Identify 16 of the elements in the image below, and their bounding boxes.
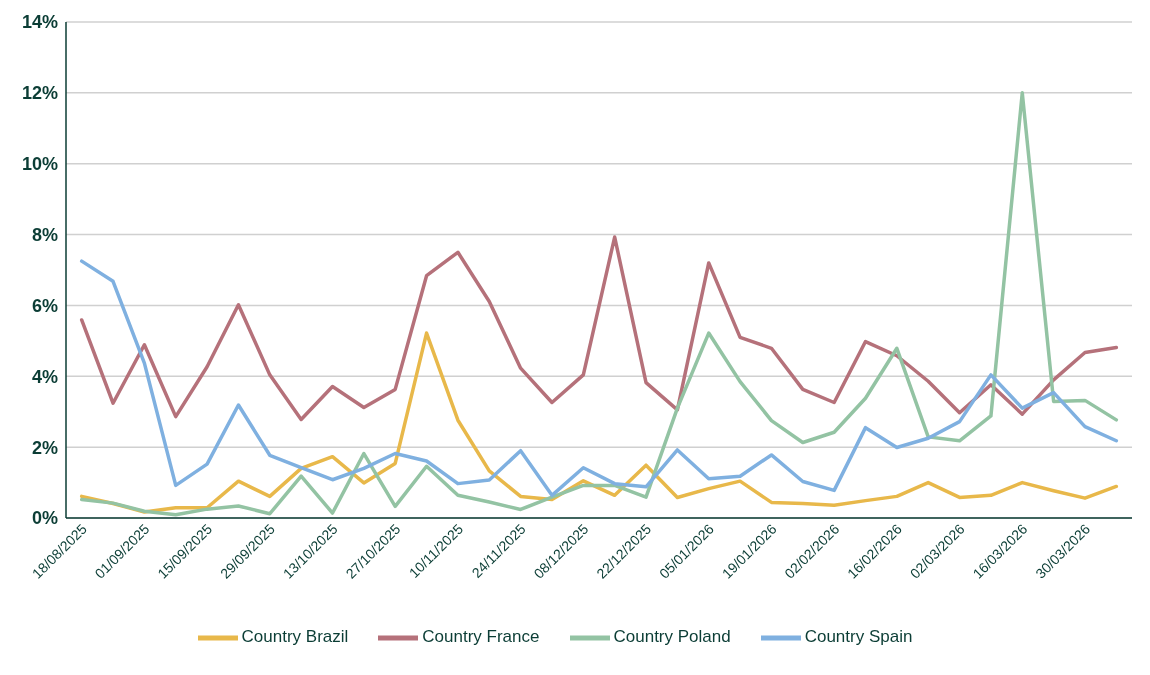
legend-label: Country Brazil xyxy=(241,627,349,647)
line-series xyxy=(79,91,1119,517)
y-tick-label: 0% xyxy=(31,508,58,529)
y-tick-label: 14% xyxy=(21,12,58,33)
line-series xyxy=(79,235,1119,422)
legend-label: Country France xyxy=(422,627,540,647)
y-tick-label: 6% xyxy=(31,295,58,316)
y-tick-label: 8% xyxy=(31,224,58,245)
line-series xyxy=(79,259,1119,498)
y-tick-label: 10% xyxy=(21,154,58,175)
y-tick-label: 2% xyxy=(31,437,58,458)
legend-label: Country Poland xyxy=(613,627,731,647)
legend-label: Country Spain xyxy=(804,627,913,647)
y-tick-label: 4% xyxy=(31,366,58,387)
line-series xyxy=(79,331,1119,514)
y-tick-label: 12% xyxy=(21,83,58,104)
